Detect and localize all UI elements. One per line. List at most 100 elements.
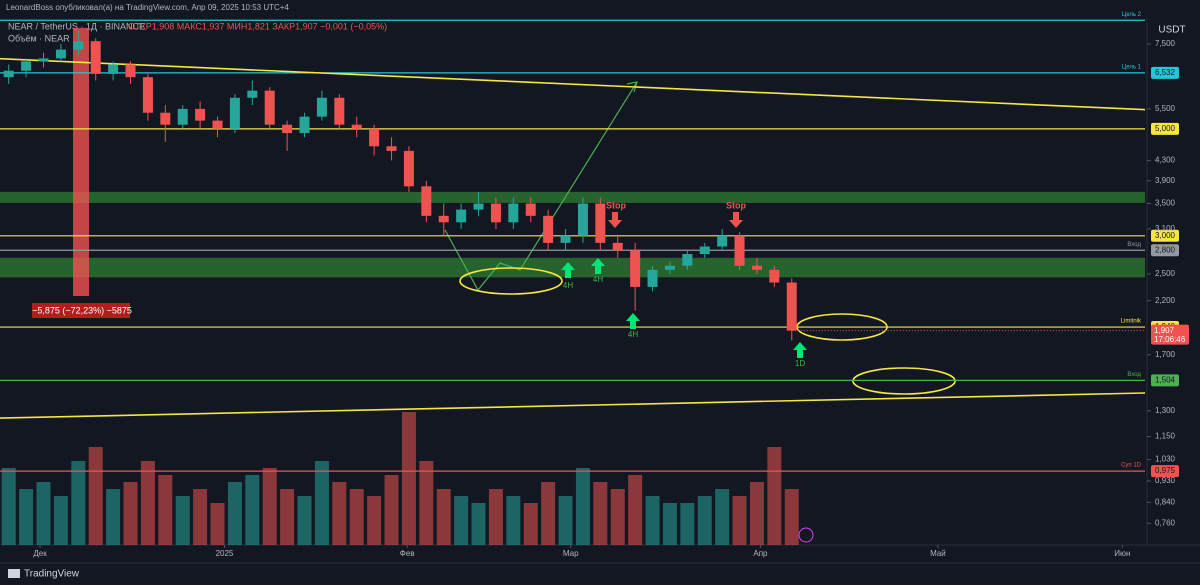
candle-body [560, 235, 571, 243]
price-badge [1151, 244, 1179, 257]
volume-bar [158, 475, 173, 545]
volume-bar [140, 461, 155, 545]
volume-bar [88, 447, 103, 545]
candle-body [490, 203, 501, 223]
projection-arrowhead [626, 81, 638, 93]
candle-body [595, 203, 606, 243]
price-badge-label: 5,000 [1155, 124, 1176, 133]
level-name: Limitnik [1121, 319, 1142, 325]
price-badge [1151, 229, 1179, 242]
y-tick-label: 0,930 [1155, 476, 1176, 485]
price-badge-label: 3,000 [1155, 231, 1176, 240]
price-badge [1151, 374, 1179, 387]
volume-bar [645, 496, 660, 545]
level-name: Вход [1127, 372, 1141, 378]
candle-body [38, 58, 49, 62]
candle-body [438, 215, 449, 223]
price-badge-label: 1,504 [1155, 375, 1176, 384]
stop-arrow [729, 212, 743, 228]
level-name: Суп 1D [1121, 463, 1142, 469]
candle-body [769, 269, 780, 283]
symbol: NEAR / TetherUS · 1Д · BINANCE [8, 21, 145, 31]
volume-bar [401, 412, 416, 545]
x-tick-label: Май [930, 549, 946, 558]
candle-body [195, 108, 206, 121]
volume-bar [784, 489, 799, 545]
volume-bar [71, 461, 86, 545]
volume-label: Объём · NEAR [8, 33, 70, 43]
annotation: 4H [593, 275, 603, 284]
measure-bar [73, 28, 89, 296]
price-badge-label: 2,800 [1155, 245, 1176, 254]
volume-bar [697, 496, 712, 545]
volume-bar [715, 489, 730, 545]
volume-bar [593, 482, 608, 545]
buy-arrow [561, 262, 575, 278]
y-tick-label: 3,500 [1155, 199, 1176, 208]
candle-body [786, 282, 797, 331]
volume-bar [297, 496, 312, 545]
candle-body [160, 112, 171, 125]
trendline [0, 57, 1146, 111]
volume-bar [332, 482, 347, 545]
y-tick-label: 0,840 [1155, 497, 1176, 506]
y-tick-label: 0,760 [1155, 518, 1176, 527]
level-name: Вход [1127, 242, 1141, 248]
level-name: Цель 1 [1122, 64, 1142, 70]
volume-bar [575, 468, 590, 545]
volume-bar [488, 489, 503, 545]
candle-body [299, 116, 310, 134]
annotation: 4H [563, 281, 573, 290]
zone [0, 191, 1145, 203]
volume-bar [732, 496, 747, 545]
volume-bar [419, 461, 434, 545]
candle-body [386, 146, 397, 151]
candle-body [142, 77, 153, 113]
trendline [0, 392, 1146, 419]
currency: USDT [1158, 25, 1185, 36]
candle-body [212, 120, 223, 129]
candle-body [229, 97, 240, 129]
volume-bar [1, 468, 16, 545]
y-tick-label: 3,100 [1155, 224, 1176, 233]
candle-body [577, 203, 588, 236]
y-tick-label: 7,500 [1155, 39, 1176, 48]
candle-body [630, 250, 641, 287]
candle-body [647, 269, 658, 287]
y-tick-label: 4,300 [1155, 156, 1176, 165]
candle-body [247, 90, 258, 98]
stop-arrow [608, 212, 622, 228]
buy-arrow [793, 342, 807, 358]
volume-bar [349, 489, 364, 545]
candle-body [421, 186, 432, 216]
volume-bar [367, 496, 382, 545]
volume-bar [749, 482, 764, 545]
target-ellipse [852, 367, 956, 395]
y-tick-label: 1,150 [1155, 432, 1176, 441]
volume-bar [506, 496, 521, 545]
y-tick-label: 1,700 [1155, 350, 1176, 359]
candle-body [108, 64, 119, 74]
last-price-label: 1,907 [1154, 326, 1175, 335]
x-tick-label: Апр [753, 549, 768, 558]
measure-label-bg [32, 303, 130, 318]
candle-body [264, 90, 275, 125]
projection-path [444, 81, 638, 292]
volume-bar [280, 489, 295, 545]
volume-bar [471, 503, 486, 545]
x-tick-label: Мар [563, 549, 579, 558]
brand: TradingView [24, 569, 80, 580]
candle-body [664, 265, 675, 270]
candle-body [734, 235, 745, 266]
annotation: Stop [726, 200, 746, 210]
volume-bar [541, 482, 556, 545]
volume-bar [210, 503, 225, 545]
candle-body [751, 265, 762, 270]
ohlc: ОТКР1,908 МАКС1,937 МИН1,821 ЗАКР1,907 −… [128, 21, 387, 31]
price-badge [1151, 66, 1179, 79]
volume-bar [628, 475, 643, 545]
annotation: 1D [795, 359, 805, 368]
countdown: 17:06:46 [1154, 335, 1186, 344]
volume-bar [523, 503, 538, 545]
